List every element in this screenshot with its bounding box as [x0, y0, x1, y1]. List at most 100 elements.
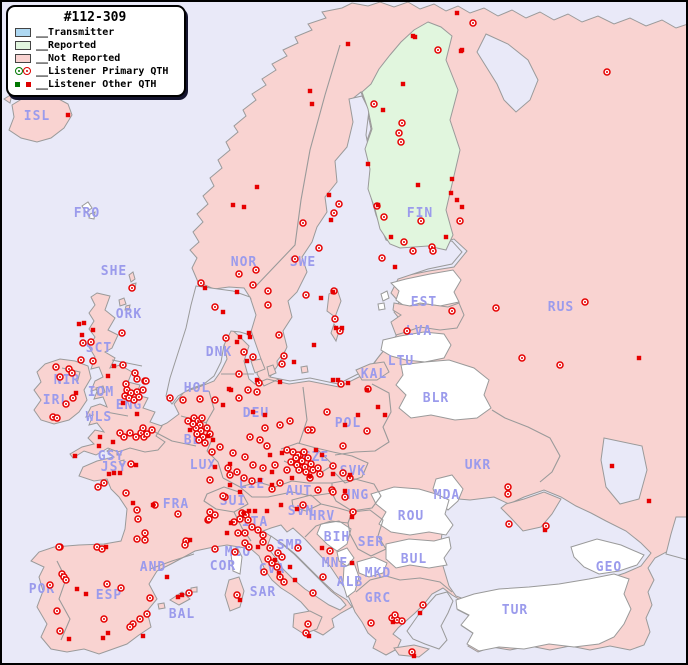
listener-other-marker: [417, 610, 423, 616]
listener-other-marker: [269, 469, 275, 475]
listener-primary-marker: [249, 281, 257, 289]
listener-other-marker: [65, 112, 71, 118]
listener-primary-marker: [304, 620, 312, 628]
listener-primary-marker: [518, 354, 526, 362]
listener-primary-marker: [304, 426, 312, 434]
listener-other-marker: [311, 342, 317, 348]
listener-primary-marker: [233, 468, 241, 476]
region-great-britain: [69, 292, 166, 459]
listener-other-marker: [83, 591, 89, 597]
listener-other-marker: [105, 630, 111, 636]
listener-other-marker: [392, 264, 398, 270]
country-label-ALB: ALB: [337, 575, 363, 590]
listener-other-marker: [333, 325, 339, 331]
listener-other-marker: [410, 33, 416, 39]
listener-primary-marker: [133, 375, 141, 383]
listener-primary-marker: [256, 436, 264, 444]
listener-primary-marker: [198, 414, 206, 422]
listener-primary-marker: [287, 458, 295, 466]
listener-other-marker: [105, 373, 111, 379]
listener-other-marker: [257, 477, 263, 483]
listener-primary-marker: [141, 536, 149, 544]
listener-primary-marker: [103, 580, 111, 588]
listener-primary-marker: [298, 457, 306, 465]
legend-row-not-reported: __Not Reported: [15, 52, 175, 64]
listener-primary-marker: [249, 461, 257, 469]
listener-primary-marker: [323, 408, 331, 416]
listener-other-marker: [388, 234, 394, 240]
listener-primary-marker: [316, 470, 324, 478]
listener-primary-marker: [349, 508, 357, 516]
listener-primary-marker: [244, 516, 252, 524]
listener-other-marker: [306, 633, 312, 639]
listener-other-marker: [97, 434, 103, 440]
country-label-SVN: SVN: [288, 504, 314, 519]
listener-primary-marker: [244, 386, 252, 394]
listener-primary-marker: [395, 129, 403, 137]
listener-primary-marker: [122, 380, 130, 388]
listener-primary-marker: [206, 476, 214, 484]
listener-other-marker: [636, 355, 642, 361]
listener-other-marker: [448, 190, 454, 196]
listener-primary-marker: [278, 360, 286, 368]
listener-primary-marker: [62, 400, 70, 408]
region-jersey: [119, 459, 125, 465]
listener-primary-marker: [234, 529, 242, 537]
listener-other-marker: [234, 289, 240, 295]
listener-primary-marker: [252, 266, 260, 274]
listener-primary-marker: [139, 424, 147, 432]
listener-primary-marker: [295, 466, 303, 474]
listener-primary-marker: [174, 510, 182, 518]
transmitter-swatch: [15, 27, 31, 37]
country-label-DEU: DEU: [243, 406, 269, 421]
listener-primary-marker: [100, 479, 108, 487]
listener-primary-marker: [294, 544, 302, 552]
listener-other-marker: [110, 439, 116, 445]
country-label-BLR: BLR: [423, 391, 449, 406]
country-label-NOR: NOR: [231, 255, 257, 270]
listener-primary-marker: [166, 394, 174, 402]
white-sea: [476, 33, 539, 113]
region-turkey: [455, 573, 632, 652]
listener-other-marker: [390, 619, 396, 625]
listener-other-marker: [73, 390, 79, 396]
listener-primary-marker: [278, 553, 286, 561]
listener-other-marker: [234, 339, 240, 345]
region-faroe: [81, 201, 96, 220]
region-orkney: [118, 297, 131, 311]
listener-primary-marker: [222, 334, 230, 342]
listener-other-marker: [328, 217, 334, 223]
listener-primary-marker: [134, 515, 142, 523]
listener-other-marker: [262, 412, 268, 418]
listener-primary-marker: [603, 68, 611, 76]
listener-primary-marker: [261, 424, 269, 432]
listener-other-marker: [210, 437, 216, 443]
listener-primary-marker: [133, 506, 141, 514]
listener-primary-marker: [249, 353, 257, 361]
country-label-HOL: HOL: [184, 381, 210, 396]
listener-other-marker: [335, 377, 341, 383]
listener-primary-marker: [299, 501, 307, 509]
country-label-HRV: HRV: [309, 509, 335, 524]
listener-other-marker: [96, 443, 102, 449]
listener-primary-marker: [235, 394, 243, 402]
listener-other-marker: [309, 101, 315, 107]
listener-primary-marker: [400, 238, 408, 246]
listener-other-marker: [307, 88, 313, 94]
listener-other-marker: [347, 472, 353, 478]
listener-primary-marker: [229, 449, 237, 457]
listener-primary-marker: [211, 511, 219, 519]
region-ireland: [33, 358, 92, 425]
listener-other-marker: [454, 10, 460, 16]
region-guernsey: [116, 450, 122, 456]
listener-primary-marker: [341, 493, 349, 501]
listener-primary-marker: [263, 442, 271, 450]
listener-other-marker: [244, 358, 250, 364]
listener-other-marker: [224, 530, 230, 536]
listener-primary-marker: [52, 363, 60, 371]
listener-primary-marker: [266, 544, 274, 552]
listener-primary-marker: [409, 247, 417, 255]
listener-primary-marker: [245, 543, 253, 551]
listener-primary-marker: [197, 279, 205, 287]
region-georgia: [570, 538, 645, 575]
